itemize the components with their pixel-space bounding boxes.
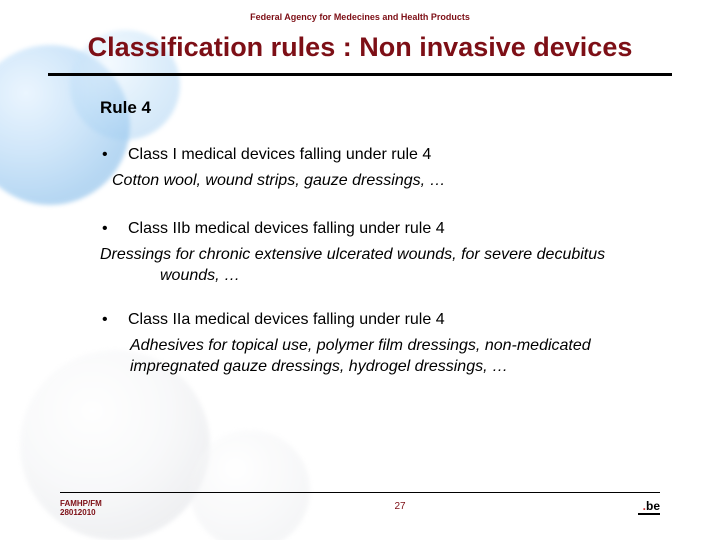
bullet-item: • Class IIa medical devices falling unde… bbox=[100, 311, 650, 329]
example-text: Cotton wool, wound strips, gauze dressin… bbox=[100, 170, 650, 192]
bullet-icon: • bbox=[100, 146, 128, 164]
be-logo: .be bbox=[620, 499, 660, 515]
example-text: Adhesives for topical use, polymer film … bbox=[100, 335, 650, 378]
slide-content: Federal Agency for Medecines and Health … bbox=[0, 0, 720, 540]
bullet-icon: • bbox=[100, 311, 128, 329]
footer-divider bbox=[60, 492, 660, 493]
agency-name: Federal Agency for Medecines and Health … bbox=[0, 0, 720, 22]
footer-code: FAMHP/FM bbox=[60, 499, 102, 508]
bullet-item: • Class IIb medical devices falling unde… bbox=[100, 220, 650, 238]
bullet-item: • Class I medical devices falling under … bbox=[100, 146, 650, 164]
footer-date: 28012010 bbox=[60, 508, 96, 517]
bullet-icon: • bbox=[100, 220, 128, 238]
slide-footer: FAMHP/FM 28012010 27 .be bbox=[0, 492, 720, 518]
footer-left: FAMHP/FM 28012010 bbox=[60, 499, 180, 518]
rule-heading: Rule 4 bbox=[100, 98, 650, 118]
bullet-heading: Class IIa medical devices falling under … bbox=[128, 311, 650, 329]
logo-text: be bbox=[646, 499, 660, 513]
example-text: Dressings for chronic extensive ulcerate… bbox=[100, 244, 650, 287]
logo-underline-icon bbox=[638, 513, 660, 515]
page-number: 27 bbox=[180, 499, 620, 512]
bullet-heading: Class IIb medical devices falling under … bbox=[128, 220, 650, 238]
slide-title: Classification rules : Non invasive devi… bbox=[0, 22, 720, 73]
bullet-heading: Class I medical devices falling under ru… bbox=[128, 146, 650, 164]
slide-body: Rule 4 • Class I medical devices falling… bbox=[0, 76, 720, 378]
